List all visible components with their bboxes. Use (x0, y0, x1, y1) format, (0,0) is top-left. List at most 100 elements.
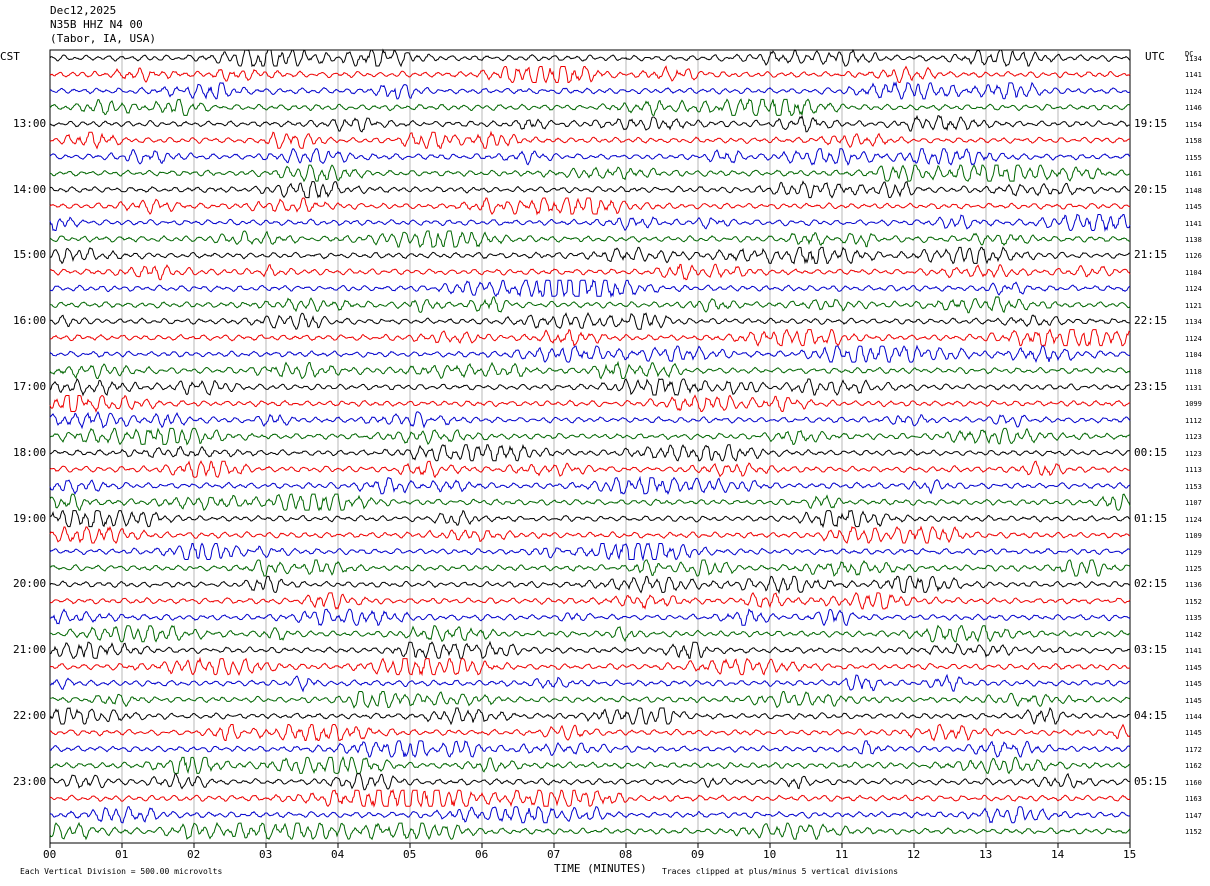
dc-offset-label: 1161 (1185, 170, 1202, 179)
dc-offset-label: 1141 (1185, 71, 1202, 80)
dc-offset-label: 1141 (1185, 219, 1202, 228)
trace-line (49, 344, 1131, 363)
trace-line (49, 411, 1131, 430)
dc-offset-label: 1125 (1185, 564, 1202, 573)
dc-offset-label: 1154 (1185, 120, 1202, 129)
trace-line (49, 740, 1131, 758)
trace-line (49, 213, 1131, 233)
trace-line (49, 377, 1131, 397)
dc-offset-label: 1109 (1185, 532, 1202, 541)
trace-line (49, 509, 1131, 529)
x-tick-label: 03 (259, 848, 273, 861)
trace-line (49, 394, 1131, 413)
x-tick-label: 08 (619, 848, 633, 861)
trace-line (49, 65, 1131, 84)
trace-line (49, 624, 1131, 643)
dc-offset-label: 1145 (1185, 729, 1202, 738)
dc-offset-label: 1152 (1185, 597, 1202, 606)
dc-offset-label: 1107 (1185, 499, 1202, 508)
dc-offset-label: 1135 (1185, 614, 1202, 623)
dc-offset-label: 1134 (1185, 55, 1202, 63)
x-tick-label: 04 (331, 848, 345, 861)
trace-line (49, 114, 1131, 133)
x-tick-label: 10 (763, 848, 777, 861)
dc-offset-label: 1134 (1185, 318, 1202, 327)
cst-hour-label: 23:00 (13, 774, 47, 788)
trace-line (49, 691, 1131, 709)
x-tick-label: 09 (691, 848, 705, 861)
trace-line (49, 640, 1131, 660)
trace-line (49, 591, 1131, 610)
dc-offset-label: 1172 (1185, 745, 1202, 754)
clip-note: Traces clipped at plus/minus 5 vertical … (662, 867, 899, 876)
plot-frame (49, 49, 1131, 844)
x-tick-label: 11 (835, 848, 849, 861)
cst-hour-label: 21:00 (13, 643, 47, 657)
trace-line (49, 805, 1131, 824)
dc-offset-label: 1118 (1185, 367, 1202, 376)
trace-line (49, 755, 1131, 775)
trace-line (49, 263, 1131, 281)
trace-line (49, 230, 1131, 248)
trace-line (49, 673, 1131, 693)
cst-hour-label: 13:00 (13, 116, 47, 130)
dc-offset-label: 1163 (1185, 795, 1202, 804)
trace-line (49, 427, 1131, 446)
utc-hour-label: 04:15 (1134, 709, 1168, 722)
trace-line (49, 296, 1131, 314)
dc-offset-label: 1129 (1185, 548, 1202, 557)
utc-hour-label: 19:15 (1134, 116, 1168, 130)
dc-offset-label: 1112 (1185, 416, 1202, 425)
utc-hour-label: 21:15 (1134, 248, 1168, 262)
trace-line (49, 130, 1131, 150)
dc-offset-label: 1145 (1185, 663, 1202, 672)
dc-offset-label: 1104 (1185, 268, 1202, 277)
trace-line (49, 525, 1131, 544)
dc-offset-label: 1113 (1185, 466, 1202, 475)
utc-hour-label: 02:15 (1134, 577, 1168, 591)
dc-offset-label: 1152 (1185, 828, 1202, 837)
utc-hour-label: 03:15 (1134, 643, 1168, 657)
dc-offset-label: 1147 (1185, 811, 1202, 820)
dc-offset-label: 1131 (1185, 384, 1202, 392)
cst-hour-label: 22:00 (13, 709, 47, 722)
dc-offset-label: 1145 (1185, 696, 1202, 705)
trace-line (49, 246, 1131, 265)
cst-hour-label: 18:00 (13, 445, 47, 459)
x-tick-label: 13 (979, 848, 993, 861)
trace-line (49, 180, 1131, 199)
dc-offset-label: 1153 (1185, 482, 1202, 491)
cst-hour-label: 15:00 (13, 248, 47, 262)
dc-offset-label: 1136 (1185, 581, 1202, 590)
trace-line (49, 360, 1131, 380)
x-tick-label: 02 (187, 848, 201, 861)
trace-line (49, 772, 1131, 791)
utc-hour-label: 22:15 (1134, 314, 1168, 328)
right-axis-title: UTC (1145, 50, 1165, 63)
dc-offset-label: 1123 (1185, 449, 1202, 458)
trace-line (49, 98, 1131, 116)
trace-line (49, 821, 1131, 841)
trace-line (49, 788, 1131, 808)
utc-hour-label: 01:15 (1134, 511, 1168, 525)
x-tick-label: 01 (115, 848, 129, 861)
dc-offset-label: 1138 (1185, 235, 1202, 244)
dc-offset-label: 1121 (1185, 301, 1202, 310)
trace-line (49, 312, 1131, 330)
dc-offset-label: 1146 (1185, 104, 1202, 113)
trace-line (49, 608, 1131, 627)
x-tick-label: 14 (1051, 848, 1065, 861)
header-station: N35B HHZ N4 00 (50, 18, 143, 31)
x-tick-label: 15 (1123, 848, 1137, 861)
trace-line (49, 475, 1131, 496)
trace-line (49, 48, 1131, 68)
cst-hour-label: 19:00 (13, 511, 47, 525)
trace-line (49, 542, 1131, 562)
trace-line (49, 575, 1131, 595)
x-tick-label: 07 (547, 848, 561, 861)
header-date: Dec12,2025 (50, 4, 117, 17)
x-tick-label: 05 (403, 848, 417, 861)
dc-offset-label: 1124 (1185, 334, 1202, 343)
header-location: (Tabor, IA, USA) (50, 32, 156, 45)
